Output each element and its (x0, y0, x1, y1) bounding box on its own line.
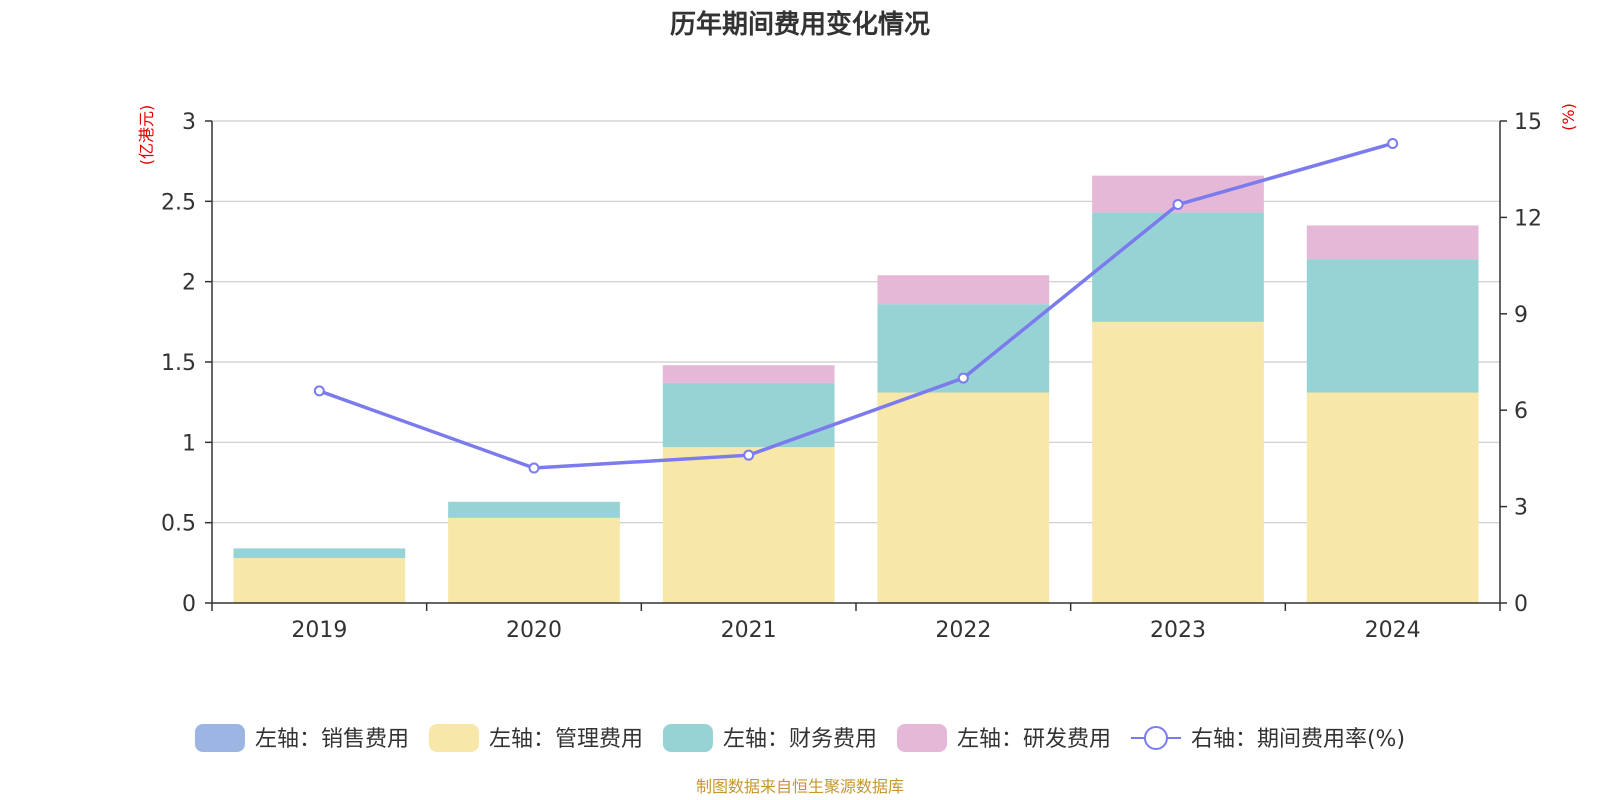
bar-segment (448, 501, 620, 518)
grid-lines (212, 120, 1500, 524)
x-axis-tick-label: 2022 (935, 618, 991, 643)
bar-segment (448, 517, 620, 603)
right-axis-tick-label: 15 (1514, 110, 1542, 135)
data-source-note: 制图数据来自恒生聚源数据库 (696, 777, 904, 796)
x-axis-tick-label: 2021 (721, 618, 777, 643)
right-axis-tick-label: 0 (1514, 592, 1528, 617)
right-axis-ticks: 0 3 6 9 12 15 (1500, 110, 1542, 617)
bar-segment (877, 392, 1050, 603)
x-axis-tick-label: 2023 (1150, 618, 1206, 643)
right-axis-tick-label: 3 (1514, 496, 1528, 521)
line-point (313, 385, 325, 397)
bar-series (233, 175, 1479, 603)
left-axis-tick-label: 0 (182, 592, 196, 617)
bar-segment (1306, 392, 1479, 603)
line-point (957, 372, 969, 384)
chart-title: 历年期间费用变化情况 (670, 9, 930, 40)
bar-segment (233, 558, 406, 603)
line-point (1172, 199, 1184, 211)
x-axis-tick-label: 2024 (1365, 618, 1421, 643)
legend-swatch (896, 724, 947, 752)
left-axis-unit: (亿港元) (137, 105, 156, 166)
left-axis-tick-label: 2.5 (161, 190, 196, 215)
bar-segment (1092, 212, 1264, 322)
bar-segment (1306, 225, 1479, 260)
legend-label[interactable]: 左轴：研发费用 (957, 727, 1111, 752)
left-axis-tick-label: 2 (182, 271, 196, 296)
legend: 左轴：销售费用 左轴：管理费用 左轴：财务费用 左轴：研发费用 右轴：期间费用率(%) (194, 724, 1405, 752)
legend-label[interactable]: 左轴：财务费用 (723, 727, 877, 752)
left-axis-tick-label: 0.5 (161, 512, 196, 537)
bar-segment (877, 275, 1050, 305)
bar-segment (662, 382, 835, 448)
right-axis-unit: (%) (1559, 103, 1578, 131)
left-axis-tick-label: 3 (182, 110, 196, 135)
left-axis-tick-label: 1 (182, 431, 196, 456)
left-axis-ticks: 0 0.5 1 1.5 2 2.5 3 (161, 110, 212, 617)
bar-segment (662, 365, 835, 383)
right-axis-tick-label: 6 (1514, 399, 1528, 424)
legend-swatch (662, 724, 713, 752)
line-point (528, 462, 540, 474)
x-axis-tick-label: 2020 (506, 618, 562, 643)
x-axis-ticks: 2019 2020 2021 2022 2023 2024 (211, 603, 1501, 643)
bar-segment (1306, 259, 1479, 393)
bar-segment (1092, 321, 1264, 603)
legend-label[interactable]: 右轴：期间费用率(%) (1191, 727, 1405, 752)
legend-swatch-marker (1143, 726, 1168, 750)
legend-label[interactable]: 左轴：销售费用 (255, 727, 409, 752)
left-axis-tick-label: 1.5 (161, 351, 196, 376)
line-point (743, 449, 755, 461)
bar-segment (233, 548, 406, 559)
legend-label[interactable]: 左轴：管理费用 (489, 727, 643, 752)
line-series-path (318, 141, 1394, 470)
line-series (313, 137, 1399, 474)
line-point (1387, 137, 1399, 149)
legend-swatch (194, 724, 245, 752)
right-axis-tick-label: 12 (1514, 206, 1542, 231)
right-axis-tick-label: 9 (1514, 303, 1528, 328)
x-axis-tick-label: 2019 (291, 618, 347, 643)
bar-segment (662, 447, 835, 603)
legend-swatch (428, 724, 479, 752)
